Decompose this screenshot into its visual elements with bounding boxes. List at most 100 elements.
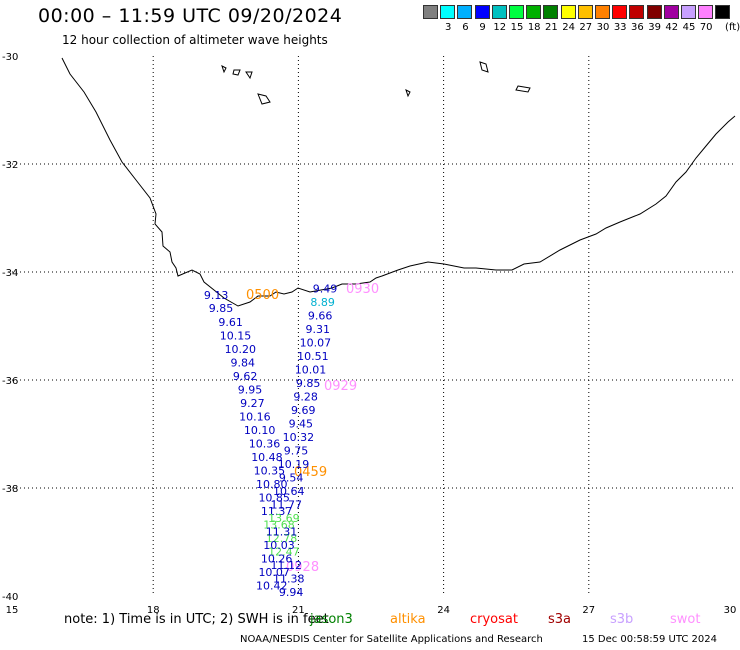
wave-height-value: 9.69 bbox=[291, 404, 316, 417]
scale-swatch bbox=[681, 5, 696, 19]
wave-height-value: 9.13 bbox=[204, 289, 229, 302]
wave-height-value: 10.80 bbox=[256, 478, 288, 491]
coastline bbox=[61, 57, 736, 307]
wave-height-value: 10.51 bbox=[297, 350, 329, 363]
scale-swatch bbox=[577, 5, 593, 19]
wave-height-value: 9.95 bbox=[238, 384, 263, 397]
scale-swatch bbox=[595, 5, 610, 19]
scale-label: 33 bbox=[613, 22, 627, 33]
wave-height-value: 9.66 bbox=[308, 310, 333, 323]
island-a bbox=[232, 69, 241, 76]
lon-tick-label: 30 bbox=[724, 605, 737, 616]
wave-height-value: 9.45 bbox=[289, 418, 314, 431]
satellite-legend-item: s3b bbox=[610, 612, 634, 627]
track-time-label: 0929 bbox=[324, 379, 357, 394]
scale-swatch bbox=[715, 5, 731, 19]
wave-height-value: 9.85 bbox=[209, 302, 234, 315]
wave-height-value: 9.27 bbox=[240, 397, 265, 410]
scale-label: 9 bbox=[479, 22, 486, 33]
wave-height-value: 9.31 bbox=[306, 323, 331, 336]
island-b bbox=[245, 71, 253, 80]
scale-label: 3 bbox=[445, 22, 452, 33]
lat-tick-label: -30 bbox=[2, 52, 18, 63]
wave-height-value: 10.03 bbox=[263, 539, 295, 552]
scale-label: 27 bbox=[579, 22, 593, 33]
lon-tick-label: 21 bbox=[292, 605, 305, 616]
wave-height-value: 12.47 bbox=[268, 546, 300, 559]
satellite-legend-item: altika bbox=[390, 612, 426, 627]
lon-tick-label: 15 bbox=[6, 605, 19, 616]
scale-swatch bbox=[457, 5, 473, 19]
scale-label: 15 bbox=[510, 22, 524, 33]
lat-tick-label: -32 bbox=[2, 160, 18, 171]
scale-swatch bbox=[526, 5, 542, 19]
map-title: 00:00 – 11:59 UTC 09/20/2024 bbox=[38, 5, 343, 27]
wave-height-value: 13.68 bbox=[263, 519, 295, 532]
lat-tick-label: -36 bbox=[2, 376, 18, 387]
wave-height-value: 13.69 bbox=[268, 512, 300, 525]
scale-label: 42 bbox=[665, 22, 679, 33]
wave-height-value: 10.64 bbox=[273, 485, 305, 498]
wave-height-value: 10.36 bbox=[249, 438, 281, 451]
scale-unit: (ft) bbox=[725, 22, 740, 33]
wave-height-value: 9.49 bbox=[313, 283, 338, 296]
scale-swatch bbox=[509, 5, 524, 19]
scale-label: 24 bbox=[562, 22, 575, 33]
scale-label: 30 bbox=[596, 22, 610, 33]
scale-swatch bbox=[629, 5, 645, 19]
lon-tick-label: 24 bbox=[437, 605, 450, 616]
wave-height-value: 10.19 bbox=[278, 458, 310, 471]
satellite-legend-item: jason3 bbox=[310, 612, 353, 627]
wave-height-value: 10.35 bbox=[254, 465, 286, 478]
wave-height-value: 10.01 bbox=[295, 364, 327, 377]
map-subtitle: 12 hour collection of altimeter wave hei… bbox=[62, 33, 328, 47]
wave-height-value: 9.94 bbox=[279, 586, 304, 599]
track-time-label: 0459 bbox=[294, 465, 327, 480]
track-time-labels: 0500 0930 0929 0459 0928 bbox=[246, 282, 379, 575]
island-c bbox=[257, 93, 271, 105]
wave-height-value: 9.75 bbox=[284, 445, 309, 458]
lat-lon-grid bbox=[8, 56, 734, 596]
south-africa-coastline bbox=[61, 57, 736, 307]
scale-swatch bbox=[698, 5, 714, 19]
track-time-label: 0930 bbox=[346, 282, 379, 297]
lat-tick-label: -40 bbox=[2, 592, 18, 603]
wave-height-value: 10.85 bbox=[258, 492, 290, 505]
satellite-legend-item: swot bbox=[670, 612, 701, 627]
wave-height-value: 10.32 bbox=[283, 431, 315, 444]
scale-swatch bbox=[474, 5, 490, 19]
wave-height-value: 9.28 bbox=[293, 391, 318, 404]
lat-tick-label: -38 bbox=[2, 484, 18, 495]
wave-height-value: 11.31 bbox=[266, 526, 298, 539]
scale-swatch bbox=[423, 5, 438, 19]
satellite-legend-item: cryosat bbox=[470, 612, 518, 627]
island-d bbox=[479, 61, 489, 73]
wave-height-value: 9.54 bbox=[279, 472, 304, 485]
wave-height-value: 8.89 bbox=[310, 296, 335, 309]
wave-height-value: 12.78 bbox=[266, 532, 298, 545]
scale-swatch bbox=[663, 5, 679, 19]
scale-swatch bbox=[612, 5, 628, 19]
scale-swatch bbox=[646, 5, 662, 19]
track-time-label: 0928 bbox=[286, 560, 319, 575]
lat-tick-label: -34 bbox=[2, 268, 18, 279]
island-e bbox=[515, 85, 531, 93]
wave-height-value: 9.84 bbox=[230, 357, 255, 370]
wave-height-value: 11.38 bbox=[273, 573, 305, 586]
wave-height-value: 10.48 bbox=[251, 451, 283, 464]
satellite-legend-item: s3a bbox=[548, 612, 572, 627]
axis-tick-labels: 15 18 21 24 27 30 -30 -32 -34 -36 -38 -40 bbox=[2, 52, 736, 616]
wave-height-value: 10.20 bbox=[225, 343, 257, 356]
scale-swatch bbox=[560, 5, 576, 19]
wave-height-value: 11.12 bbox=[271, 559, 303, 572]
scale-label: 21 bbox=[545, 22, 558, 33]
scale-swatch bbox=[491, 5, 507, 19]
track-time-label: 0500 bbox=[246, 288, 279, 303]
wave-height-value: 10.16 bbox=[239, 411, 271, 424]
lon-tick-label: 27 bbox=[582, 605, 595, 616]
wave-height-value: 9.85 bbox=[296, 377, 321, 390]
wave-height-value: 10.42 bbox=[256, 580, 288, 593]
wave-height-value: 9.62 bbox=[233, 370, 258, 383]
credit-line: NOAA/NESDIS Center for Satellite Applica… bbox=[240, 634, 543, 645]
